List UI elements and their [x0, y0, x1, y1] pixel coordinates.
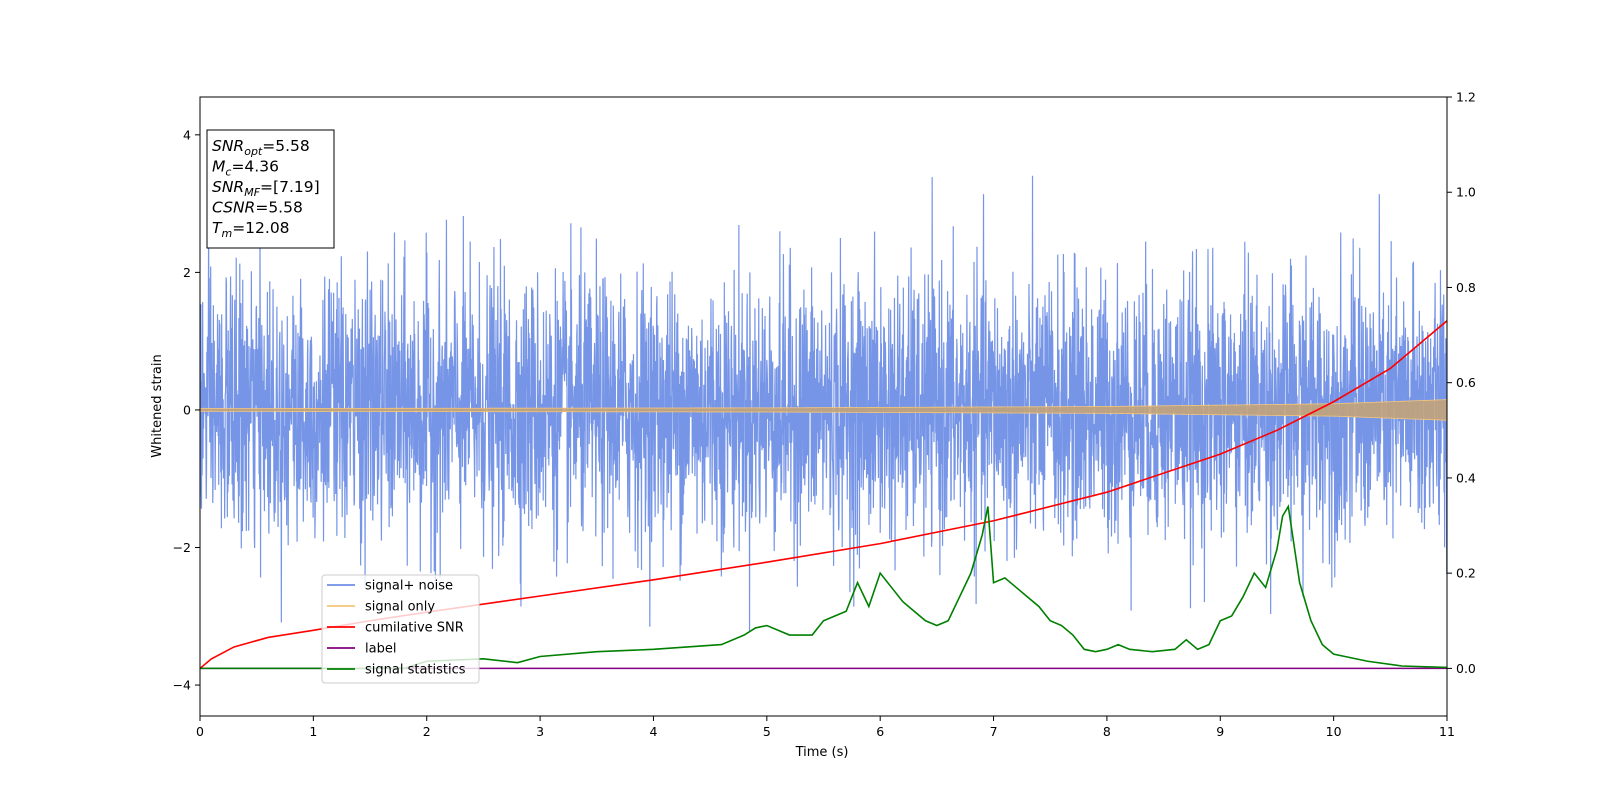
- series-signal-only-band: [200, 399, 1447, 421]
- series-signal-noise: [200, 175, 1447, 631]
- y-left-tick-label: −2: [173, 540, 191, 555]
- x-tick-label: 11: [1439, 724, 1455, 739]
- series-signal-statistics-line: [200, 504, 1447, 670]
- annotation-line: Tm=12.08: [212, 219, 290, 240]
- plot-frame: [199, 96, 1448, 717]
- legend-entry: signal statistics: [365, 663, 466, 678]
- x-tick-label: 9: [1216, 724, 1224, 739]
- legend-entry: signal+ noise: [365, 579, 453, 594]
- legend-entry: label: [365, 642, 396, 657]
- x-tick-label: 5: [763, 724, 771, 739]
- y-right-tick-label: 1.0: [1456, 185, 1476, 200]
- x-tick-label: 0: [196, 724, 204, 739]
- y-left-tick-label: 0: [183, 402, 191, 417]
- y-axis-label: Whitened strain: [150, 354, 165, 457]
- y-axis-left: −4 −2 0 2 4: [173, 127, 200, 693]
- series-cumulative-snr-line: [200, 320, 1447, 669]
- x-axis-label: Time (s): [795, 745, 849, 760]
- legend-entry: signal only: [365, 600, 435, 615]
- x-tick-label: 7: [990, 724, 998, 739]
- y-left-tick-label: 4: [183, 127, 191, 142]
- series-signal-only: [200, 399, 1447, 421]
- x-tick-label: 6: [876, 724, 884, 739]
- x-tick-label: 1: [309, 724, 317, 739]
- y-right-tick-label: 0.8: [1456, 280, 1476, 295]
- y-left-tick-label: 2: [183, 265, 191, 280]
- y-right-tick-label: 0.2: [1456, 566, 1476, 581]
- annotation-line: CSNR=5.58: [212, 199, 303, 217]
- x-tick-label: 3: [536, 724, 544, 739]
- y-right-tick-label: 1.2: [1456, 90, 1476, 105]
- y-right-tick-label: 0.0: [1456, 661, 1476, 676]
- x-tick-label: 2: [423, 724, 431, 739]
- legend: signal+ noise signal only cumilative SNR la…: [321, 574, 480, 684]
- y-axis-right: 0.0 0.2 0.4 0.6 0.8 1.0 1.2: [1447, 90, 1476, 676]
- y-left-tick-label: −4: [173, 678, 191, 693]
- annotation-line: Mc=4.36: [212, 158, 279, 179]
- x-tick-label: 8: [1103, 724, 1111, 739]
- x-tick-label: 4: [649, 724, 657, 739]
- y-right-tick-label: 0.6: [1456, 375, 1476, 390]
- y-right-tick-label: 0.4: [1456, 470, 1476, 485]
- legend-entry: cumilative SNR: [365, 621, 464, 636]
- x-tick-label: 10: [1326, 724, 1342, 739]
- annotation-line: SNRMF=[7.19]: [212, 178, 320, 199]
- annotation-line: SNRopt=5.58: [212, 137, 310, 158]
- series-signal-noise-line: [200, 175, 1447, 631]
- x-axis: 0 1 2 3 4 5 6 7 8 9 10 11: [196, 716, 1455, 739]
